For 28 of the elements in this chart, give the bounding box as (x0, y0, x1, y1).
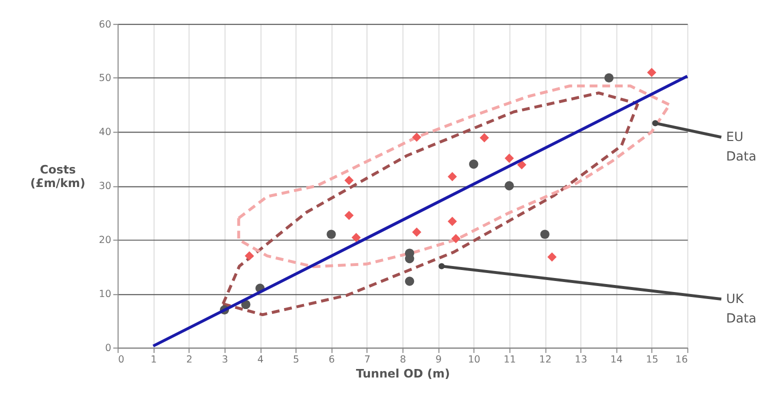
y-tick-label: 40 (98, 127, 112, 138)
x-tick-label: 12 (539, 354, 552, 366)
x-tick-label: 4 (257, 354, 264, 366)
y-tick-label: 20 (98, 235, 112, 246)
x-tick-label: 5 (293, 354, 300, 366)
x-tick-label: 16 (675, 354, 688, 366)
x-tick-label: 13 (574, 354, 588, 366)
y-tick-label: 10 (98, 289, 112, 300)
x-tick-label: 11 (504, 354, 516, 366)
annotation: EU Data (726, 129, 756, 164)
x-tick-label: 2 (186, 354, 192, 366)
x-tick-label: 7 (364, 354, 370, 366)
x-tick-label: 9 (435, 354, 442, 366)
x-tick-label: 0 (118, 354, 124, 366)
x-tick-label: 3 (222, 354, 228, 366)
y-tick-label: 60 (98, 19, 112, 30)
x-tick-label: 15 (646, 354, 658, 366)
y-tick-label: 50 (98, 73, 112, 84)
y-tick-label: 30 (98, 181, 112, 192)
x-axis-title: Tunnel OD (m) (356, 366, 450, 380)
annotation: UK Data (726, 290, 756, 326)
x-tick-label: 6 (328, 354, 335, 366)
x-tick-label: 10 (468, 354, 480, 366)
x-tick-label: 14 (610, 354, 623, 366)
x-tick-label: 8 (400, 354, 406, 366)
y-axis-title: Costs (£m/km) (30, 162, 86, 190)
y-tick-label: 0 (105, 343, 112, 354)
x-tick-label: 1 (150, 354, 157, 366)
